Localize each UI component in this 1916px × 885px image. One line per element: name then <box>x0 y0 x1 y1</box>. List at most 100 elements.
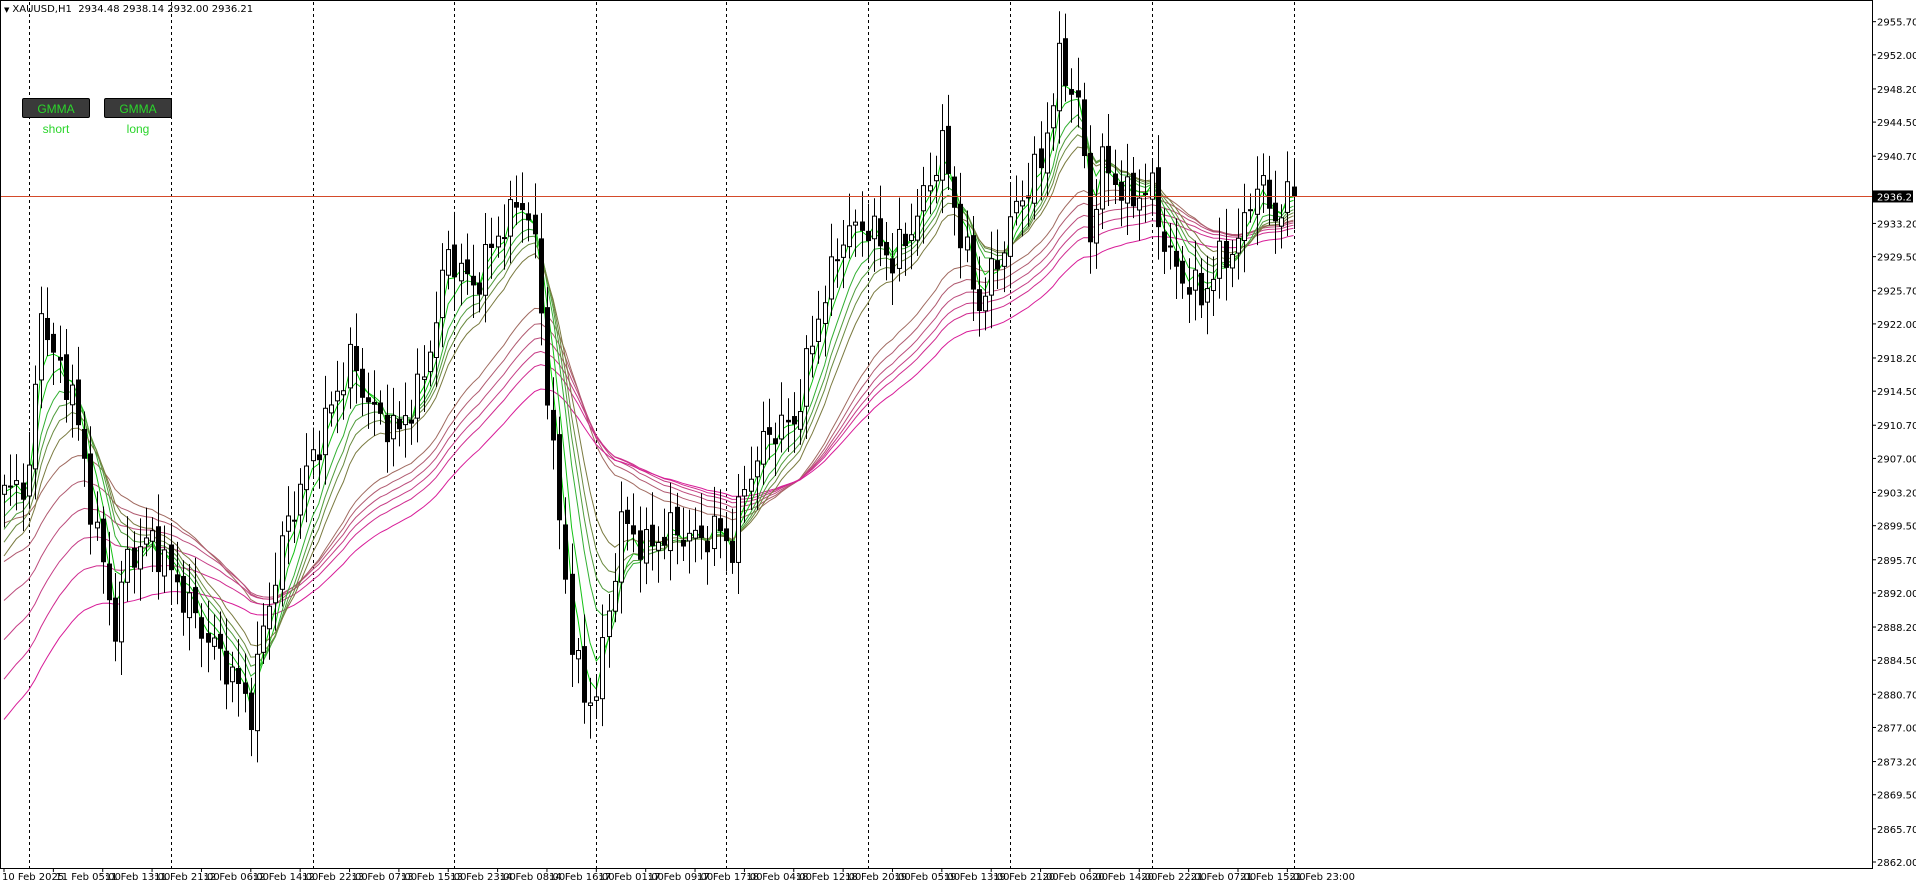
bull-candle <box>594 696 599 701</box>
gmma-short-button[interactable]: GMMA short <box>22 98 90 136</box>
bear-candle <box>1076 90 1081 98</box>
bull-candle <box>607 610 612 638</box>
bear-candle <box>1088 152 1093 243</box>
bear-candle <box>477 282 482 295</box>
bull-candle <box>341 390 346 396</box>
ohlc-readout: 2934.48 2938.14 2932.00 2936.21 <box>78 4 254 15</box>
bull-candle <box>33 383 38 470</box>
gmma-long-button[interactable]: GMMA long <box>104 98 172 136</box>
bear-candle <box>699 525 704 538</box>
bear-candle <box>236 668 241 685</box>
gmma-line-50 <box>3 220 1294 680</box>
x-tick-label: 18 Feb 04:00 <box>746 872 812 883</box>
bear-candle <box>1119 181 1124 201</box>
bull-candle <box>909 234 914 241</box>
bear-candle <box>502 237 507 240</box>
bear-candle <box>366 397 371 403</box>
x-tick-label: 18 Feb 12:00 <box>796 872 862 883</box>
x-tick-label: 20 Feb 06:00 <box>1043 872 1109 883</box>
bear-candle <box>113 597 118 642</box>
bull-candle <box>95 521 100 529</box>
bull-candle <box>496 235 501 248</box>
bear-candle <box>884 242 889 256</box>
bull-candle <box>1211 278 1216 292</box>
bull-candle <box>280 535 285 590</box>
bear-candle <box>860 221 865 231</box>
bull-candle <box>428 351 433 373</box>
bull-candle <box>1100 146 1105 210</box>
bear-candle <box>107 563 112 601</box>
y-tick-label: 2952.00 <box>1877 51 1916 62</box>
bull-candle <box>872 215 877 240</box>
session-separators <box>29 2 1295 868</box>
bear-candle <box>1248 209 1253 212</box>
bear-candle <box>946 125 951 174</box>
bear-candle <box>64 354 69 400</box>
bear-candle <box>385 414 390 443</box>
bear-candle <box>317 454 322 461</box>
y-tick-label: 2948.20 <box>1877 85 1916 96</box>
bull-candle <box>687 532 692 542</box>
bear-candle <box>631 525 636 535</box>
bear-candle <box>1273 202 1278 222</box>
bull-candle <box>841 244 846 258</box>
y-tick-label: 2922.00 <box>1877 320 1916 331</box>
bull-candle <box>965 236 970 251</box>
gmma-line-60 <box>3 235 1294 720</box>
x-tick-label: 14 Feb 08:00 <box>500 872 566 883</box>
x-tick-label: 17 Feb 09:00 <box>648 872 714 883</box>
collapse-triangle-icon[interactable]: ▼ <box>4 6 10 14</box>
bear-candle <box>354 345 359 372</box>
bull-candle <box>329 404 334 414</box>
bear-candle <box>878 218 883 247</box>
y-tick-label: 2899.50 <box>1877 522 1916 533</box>
y-tick-label: 2910.70 <box>1877 421 1916 432</box>
x-tick-label: 13 Feb 15:00 <box>401 872 467 883</box>
bear-candle <box>132 547 137 568</box>
x-tick-label: 18 Feb 20:00 <box>845 872 911 883</box>
bull-candle <box>1217 240 1222 279</box>
bear-candle <box>1162 231 1167 252</box>
price-axis: 2955.70 2952.00 2948.20 2944.50 2940.70 2936.… <box>1872 18 1916 869</box>
y-tick-label: 2955.70 <box>1877 18 1916 29</box>
bear-candle <box>1143 193 1148 196</box>
bear-candle <box>767 427 772 435</box>
bear-candle <box>101 518 106 563</box>
bear-candle <box>45 317 50 341</box>
bull-candle <box>1057 42 1062 112</box>
bull-candle <box>459 262 464 282</box>
bear-candle <box>1156 167 1161 228</box>
bear-candle <box>551 409 556 441</box>
bull-candle <box>897 228 902 269</box>
y-tick-label: 2933.20 <box>1877 219 1916 230</box>
bear-candle <box>675 506 680 536</box>
bull-candle <box>779 414 784 440</box>
bear-candle <box>1131 172 1136 207</box>
bull-candle <box>761 430 766 465</box>
bear-candle <box>792 416 797 425</box>
bull-candle <box>138 546 143 570</box>
bull-candle <box>261 625 266 653</box>
bull-candle <box>816 318 821 342</box>
y-tick-label: 2940.70 <box>1877 152 1916 163</box>
bull-candle <box>798 411 803 430</box>
bear-candle <box>1180 260 1185 284</box>
gmma-line-40 <box>3 204 1294 601</box>
bear-candle <box>1063 38 1068 86</box>
y-tick-label: 2929.50 <box>1877 253 1916 264</box>
bear-candle <box>1082 99 1087 157</box>
bull-candle <box>286 515 291 532</box>
bull-candle <box>1020 200 1025 207</box>
bear-candle <box>563 524 568 580</box>
bear-candle <box>724 528 729 542</box>
bull-candle <box>755 460 760 478</box>
bull-candle <box>749 478 754 492</box>
y-tick-label: 2865.70 <box>1877 825 1916 836</box>
bull-candle <box>823 302 828 324</box>
bull-candle <box>14 480 19 485</box>
bull-candle <box>742 489 747 497</box>
bear-candle <box>206 633 211 643</box>
bull-candle <box>1014 200 1019 214</box>
bear-candle <box>718 518 723 532</box>
